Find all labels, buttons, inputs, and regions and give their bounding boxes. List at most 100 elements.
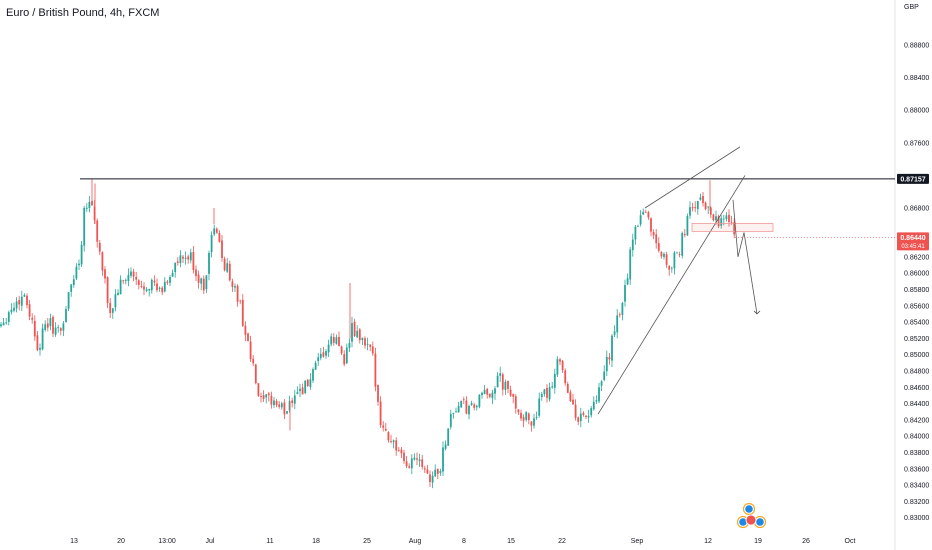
candles [0, 179, 736, 489]
candle-body [369, 344, 372, 347]
candle-body [564, 370, 567, 384]
candle-body [247, 333, 249, 342]
resistance-price-label: 0.87157 [900, 176, 925, 183]
candle-body [223, 258, 226, 271]
candle-body [106, 277, 109, 303]
candle-body [514, 396, 517, 409]
drawings [80, 146, 895, 415]
candle-body [208, 252, 210, 274]
candle-body [18, 299, 21, 305]
candle-body [98, 242, 101, 252]
candle-body [553, 373, 556, 388]
candle-body [145, 289, 148, 292]
candle-body [691, 207, 694, 209]
candle-body [592, 401, 595, 410]
candle-body [10, 309, 13, 313]
candle-body [200, 278, 203, 284]
candle-body [416, 458, 418, 460]
candle-body [299, 388, 301, 392]
candle-body [117, 292, 119, 295]
event-flag-icon [745, 505, 753, 513]
y-tick-label: 0.83200 [904, 499, 929, 506]
y-tick-label: 0.88000 [904, 108, 929, 115]
candle-body [465, 400, 468, 414]
time-axis: 13 20 13:00 Jul 11 18 25 Aug 8 15 22 Sep 12 19 26 Oct [70, 538, 855, 545]
x-tick-label: 25 [363, 538, 371, 545]
candle-body [460, 400, 463, 408]
candle-body [611, 335, 613, 361]
candle-body [195, 269, 197, 277]
candle-body [62, 323, 65, 331]
candle-body [239, 300, 242, 302]
candle-body [31, 317, 34, 320]
candle-body [280, 403, 283, 408]
candle-body [639, 215, 642, 225]
price-tags: 0.87157 0.86440 03:45:41 [735, 173, 929, 251]
x-tick-label: Oct [845, 538, 856, 545]
candle-body [496, 375, 499, 388]
candle-body [343, 354, 346, 365]
candle-body [46, 323, 49, 328]
candle-body [579, 413, 582, 422]
y-tick-label: 0.84600 [904, 385, 929, 392]
candle-body [26, 295, 28, 306]
candle-body [184, 257, 187, 259]
candle-body [712, 214, 715, 221]
x-tick-label: 15 [507, 538, 515, 545]
candle-body [408, 466, 411, 468]
candle-body [488, 393, 491, 397]
candle-body [660, 252, 663, 257]
candle-body [85, 207, 88, 209]
candle-body [512, 394, 515, 397]
candle-body [637, 225, 639, 227]
candle-body [574, 404, 577, 418]
candle-body [457, 406, 460, 413]
candle-body [179, 255, 182, 264]
candle-body [44, 324, 47, 330]
candle-body [140, 286, 143, 287]
candle-body [278, 404, 281, 407]
candle-body [728, 214, 730, 223]
chart-title: Euro / British Pound, 4h, FXCM [6, 7, 160, 19]
candle-body [397, 449, 400, 451]
last-price-label: 0.86440 [900, 235, 925, 242]
candle-body [371, 346, 374, 354]
candle-body [366, 343, 369, 345]
candle-body [587, 415, 590, 418]
candle-body [340, 346, 343, 354]
candle-body [351, 323, 353, 342]
economic-events[interactable] [736, 502, 767, 529]
y-tick-label: 0.84400 [904, 401, 929, 408]
candle-body [678, 254, 681, 255]
candle-body [226, 263, 229, 272]
x-tick-label: 12 [704, 538, 712, 545]
candle-body [325, 351, 327, 356]
candle-body [577, 417, 580, 422]
x-tick-label: Aug [409, 538, 422, 545]
candle-body [364, 338, 366, 346]
candle-body [689, 207, 691, 216]
candle-body [410, 458, 413, 469]
candle-body [249, 341, 252, 359]
candle-body [631, 239, 634, 251]
candle-body [613, 331, 616, 335]
y-tick-label: 0.83800 [904, 450, 929, 457]
x-tick-label: 8 [462, 538, 466, 545]
candle-body [499, 373, 502, 376]
candle-body [624, 285, 626, 302]
y-tick-label: 0.84800 [904, 369, 929, 376]
y-tick-label: 0.87600 [904, 140, 929, 147]
candle-body [260, 396, 262, 397]
candle-body [182, 256, 184, 259]
candle-body [470, 403, 473, 405]
candle-body [143, 286, 145, 290]
x-tick-label: 22 [558, 538, 566, 545]
candle-body [379, 401, 382, 426]
candle-body [572, 399, 574, 405]
resistance-price-tag [897, 173, 929, 184]
candle-body [569, 392, 572, 402]
x-tick-label: Jul [206, 538, 215, 545]
candle-body [304, 380, 307, 394]
candle-body [236, 285, 239, 302]
